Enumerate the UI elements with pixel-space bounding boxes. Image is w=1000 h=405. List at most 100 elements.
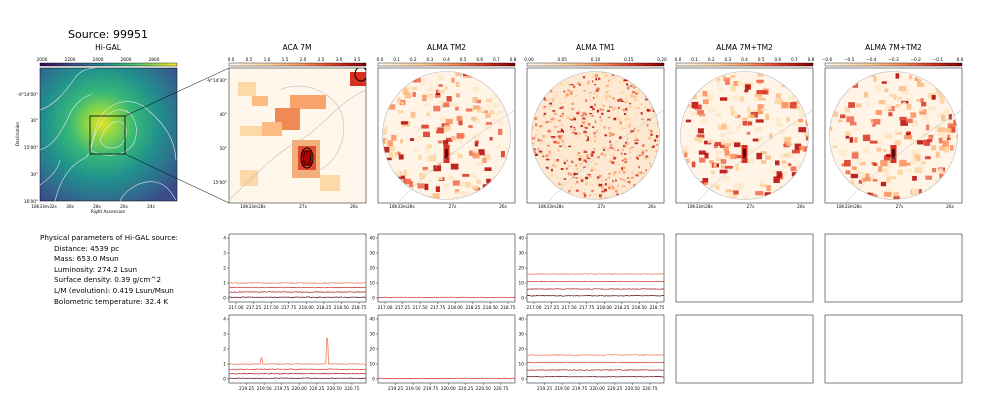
- emission-speckle: [880, 181, 887, 187]
- emission-speckle: [629, 156, 632, 159]
- emission-speckle: [484, 123, 488, 127]
- primary-beam-disc: [382, 71, 511, 200]
- emission-speckle: [573, 85, 575, 88]
- spectrum-line: [527, 288, 665, 290]
- emission-speckle: [626, 177, 630, 179]
- emission-speckle: [576, 134, 580, 138]
- emission-speckle: [722, 175, 730, 182]
- y-tick-label: 20: [519, 266, 525, 272]
- emission-speckle: [604, 192, 606, 194]
- emission-speckle: [445, 137, 453, 142]
- emission-speckle: [557, 135, 562, 138]
- emission-speckle: [562, 98, 564, 100]
- emission-speckle: [647, 109, 651, 112]
- emission-speckle: [601, 183, 605, 187]
- colorbar-tick-label: 0.3: [724, 57, 731, 63]
- emission-speckle: [931, 168, 937, 173]
- emission-speckle: [549, 102, 553, 105]
- emission-speckle: [551, 174, 553, 177]
- emission-speckle: [547, 114, 550, 117]
- emission-speckle: [613, 99, 618, 102]
- emission-speckle: [426, 169, 434, 173]
- x-tick-label: 26s: [648, 204, 656, 210]
- x-tick-label: 218.00: [299, 305, 314, 311]
- emission-speckle: [908, 74, 913, 80]
- emission-speckle: [853, 168, 859, 174]
- emission-speckle: [633, 183, 636, 187]
- emission-speckle: [760, 151, 767, 155]
- emission-speckle: [600, 120, 602, 124]
- emission-speckle: [438, 84, 443, 87]
- emission-speckle: [713, 163, 717, 168]
- emission-speckle: [619, 136, 622, 140]
- emission-speckle: [794, 143, 802, 150]
- emission-speckle: [609, 124, 612, 127]
- x-tick-label: 217.00: [229, 305, 244, 311]
- emission-speckle: [725, 78, 730, 85]
- spectrum-frame: [377, 233, 516, 303]
- emission-speckle: [497, 128, 503, 135]
- emission-speckle: [813, 157, 819, 163]
- emission-speckle: [858, 171, 866, 178]
- emission-speckle: [925, 175, 933, 180]
- empty-spectrum-boxes: [675, 233, 963, 384]
- emission-speckle: [620, 79, 624, 81]
- emission-speckle: [628, 121, 632, 123]
- emission-speckle: [928, 202, 933, 208]
- emission-speckle: [548, 153, 552, 156]
- y-tick-label: 30: [519, 251, 525, 257]
- emission-speckle: [552, 172, 554, 174]
- emission-speckle: [633, 129, 635, 132]
- x-tick-label: 219.75: [423, 386, 438, 392]
- emission-speckle: [702, 99, 709, 105]
- emission-speckle: [845, 135, 850, 139]
- emission-speckle: [935, 87, 941, 94]
- emission-speckle: [949, 132, 953, 138]
- emission-speckle: [566, 100, 569, 103]
- emission-speckle: [397, 97, 401, 104]
- emission-speckle: [783, 162, 791, 168]
- emission-speckle: [726, 192, 734, 199]
- emission-speckle: [576, 167, 579, 171]
- grey-contour: [229, 89, 366, 201]
- grey-contour: [279, 85, 345, 171]
- emission-speckle: [568, 145, 571, 148]
- emission-speckle: [626, 187, 628, 190]
- emission-speckle: [599, 116, 602, 119]
- emission-speckle: [624, 100, 628, 104]
- emission-speckle: [573, 126, 576, 129]
- emission-speckle: [613, 173, 615, 177]
- emission-speckle: [559, 182, 563, 184]
- colorbar-tick-label: 2.0: [300, 57, 307, 63]
- emission-speckle: [574, 94, 578, 98]
- emission-speckle: [596, 74, 598, 77]
- emission-speckle: [799, 145, 804, 151]
- emission-speckle: [621, 180, 624, 182]
- emission-speckle: [426, 144, 433, 149]
- emission-speckle: [704, 152, 709, 159]
- emission-speckle: [557, 121, 561, 123]
- x-tick-label: 18h33m28s: [836, 204, 862, 210]
- emission-speckle: [633, 84, 635, 87]
- emission-speckle: [715, 163, 719, 168]
- emission-speckle: [937, 127, 946, 133]
- emission-speckle: [599, 108, 602, 111]
- emission-speckle: [953, 119, 958, 125]
- emission-speckle: [607, 116, 611, 119]
- emission-speckle: [635, 92, 638, 95]
- emission-speckle: [721, 164, 725, 169]
- x-tick-label: 218.50: [334, 305, 349, 311]
- aca7m-colorbar-ticks: 0.0 0.5 1.0 1.5 2.0 2.5 3.0 3.5: [228, 57, 361, 63]
- emission-speckle: [798, 118, 804, 123]
- emission-speckle: [586, 139, 589, 142]
- emission-speckle: [457, 154, 463, 159]
- emission-speckle: [595, 179, 599, 182]
- higal-xticks: 18h33m32s 30s 28s 26s 24s: [31, 204, 155, 210]
- emission-speckle: [404, 92, 411, 99]
- emission-speckle: [605, 94, 610, 97]
- emission-speckle: [838, 119, 843, 123]
- emission-speckle: [575, 177, 579, 179]
- emission-speckle: [598, 197, 602, 200]
